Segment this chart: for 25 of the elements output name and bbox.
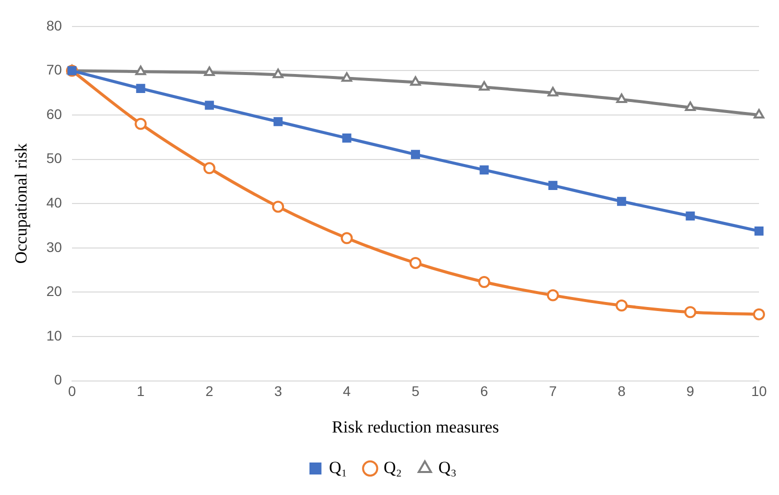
x-tick-label: 4 [342, 383, 351, 400]
x-tick-label: 10 [751, 383, 767, 400]
y-tick-label: 20 [46, 283, 62, 300]
x-tick-label: 5 [412, 383, 420, 400]
x-tick-label: 8 [618, 383, 626, 400]
y-tick-label: 80 [46, 17, 62, 34]
y-tick-label: 0 [54, 372, 62, 388]
legend-label: Q₂ [384, 458, 402, 477]
x-tick-label: 7 [548, 383, 557, 400]
y-tick-label: 30 [46, 238, 62, 255]
x-tick-label: 2 [205, 383, 214, 400]
y-tick-label: 70 [46, 62, 62, 78]
y-axis-title: Occupational risk [12, 142, 31, 264]
x-tick-label: 3 [274, 383, 282, 400]
x-tick-label: 6 [480, 383, 488, 400]
x-tick-label: 0 [68, 383, 76, 400]
y-tick-label: 60 [46, 106, 62, 122]
x-axis-title: Risk reduction measures [332, 417, 500, 436]
y-tick-label: 40 [46, 194, 62, 210]
y-tick-label: 50 [46, 150, 62, 166]
legend-label: Q₃ [438, 458, 457, 477]
y-tick-label: 10 [46, 327, 62, 344]
x-tick-label: 9 [686, 383, 694, 400]
x-tick-label: 1 [136, 383, 145, 400]
legend-label: Q₁ [328, 458, 348, 477]
